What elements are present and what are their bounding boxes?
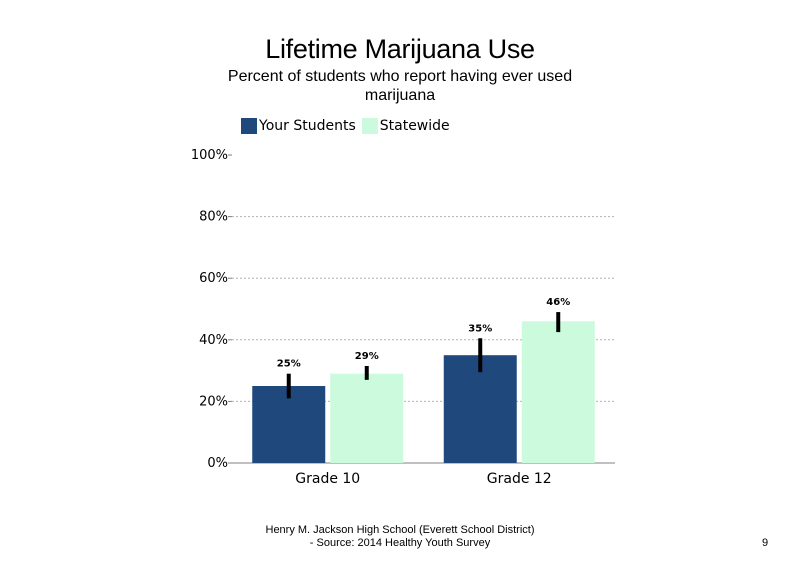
y-tick-label: 100% — [191, 148, 228, 163]
footer-school: Henry M. Jackson High School (Everett Sc… — [265, 524, 535, 536]
legend-item-statewide: Statewide — [361, 118, 450, 134]
data-label: 25% — [277, 359, 301, 370]
legend-swatch-statewide — [361, 118, 378, 134]
footer: Henry M. Jackson High School (Everett Sc… — [200, 524, 600, 550]
bar — [521, 321, 595, 463]
bar — [252, 386, 326, 463]
data-label: 29% — [355, 351, 379, 362]
y-tick-label: 40% — [199, 333, 228, 348]
x-category-label: Grade 12 — [487, 471, 552, 487]
x-category-label: Grade 10 — [295, 471, 360, 487]
data-label: 46% — [546, 297, 570, 308]
chart-title: Lifetime Marijuana Use — [265, 34, 535, 64]
legend-item-your-students: Your Students — [241, 118, 356, 134]
legend-label-statewide: Statewide — [379, 118, 450, 134]
y-tick-label: 20% — [199, 394, 228, 409]
bar — [443, 355, 517, 463]
page-number: 9 — [762, 537, 769, 549]
footer-source: - Source: 2014 Healthy Youth Survey — [309, 537, 491, 549]
y-tick-label: 0% — [207, 456, 228, 471]
chart-subtitle: Percent of students who report having ev… — [227, 68, 573, 104]
y-tick-label: 80% — [199, 210, 228, 225]
legend-swatch-your-students — [241, 118, 257, 134]
data-label: 35% — [468, 323, 492, 334]
legend-label-your-students: Your Students — [259, 118, 356, 134]
bar — [330, 373, 404, 463]
legend: Your Students Statewide — [241, 118, 452, 134]
y-tick-label: 60% — [199, 271, 228, 286]
